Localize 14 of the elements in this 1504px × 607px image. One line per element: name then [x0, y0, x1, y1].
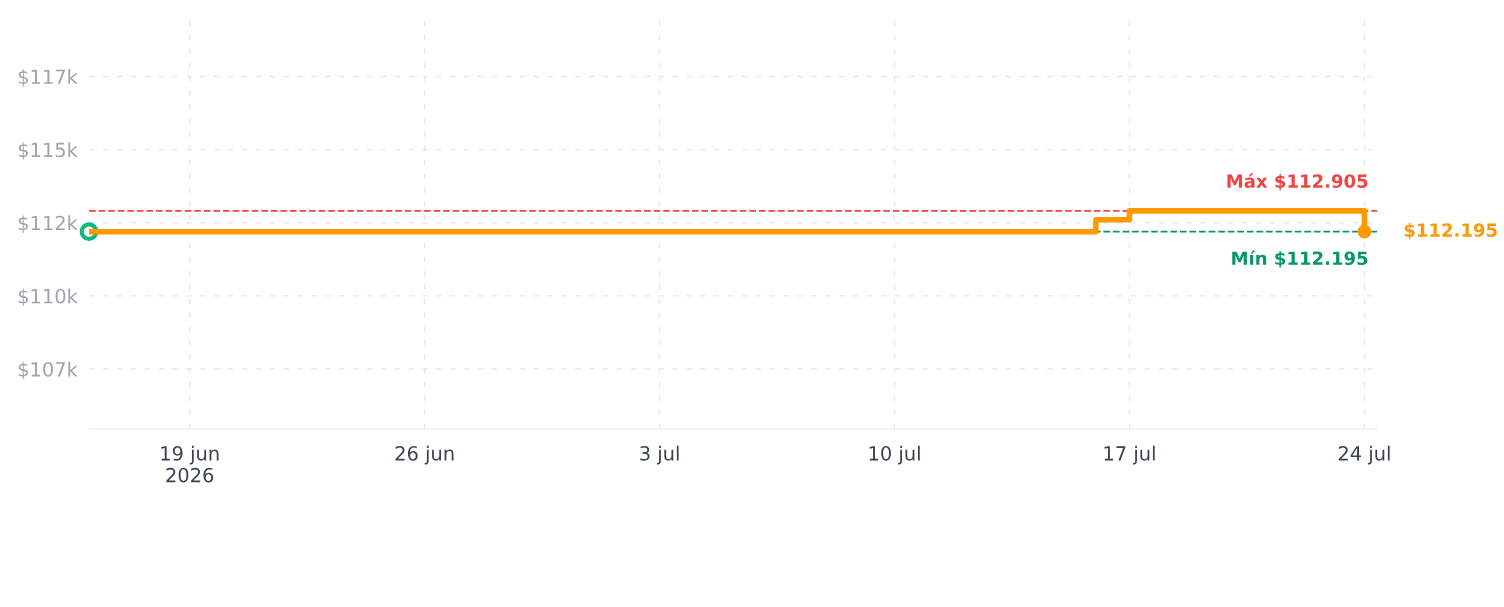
- x-tick-label: 26 jun: [395, 445, 454, 465]
- x-tick-label: 19 jun 2026: [161, 445, 219, 483]
- x-tick-label: 3 jul: [640, 445, 679, 465]
- y-tick-label: $115k: [18, 142, 78, 160]
- x-tick-label: 10 jul: [869, 445, 920, 465]
- annotation: $112.195: [1404, 222, 1497, 240]
- y-tick-label: $112k: [18, 215, 78, 233]
- ref-line-label: Mín $112.195: [1232, 250, 1368, 268]
- y-tick-label: $107k: [18, 361, 78, 380]
- y-tick-label: $110k: [18, 288, 78, 307]
- x-tick-label: 24 jul: [1338, 445, 1390, 465]
- y-tick-label: $117k: [18, 69, 78, 87]
- ref-line-label: Máx $112.905: [1227, 173, 1368, 191]
- x-tick-label: 17 jul: [1104, 445, 1155, 465]
